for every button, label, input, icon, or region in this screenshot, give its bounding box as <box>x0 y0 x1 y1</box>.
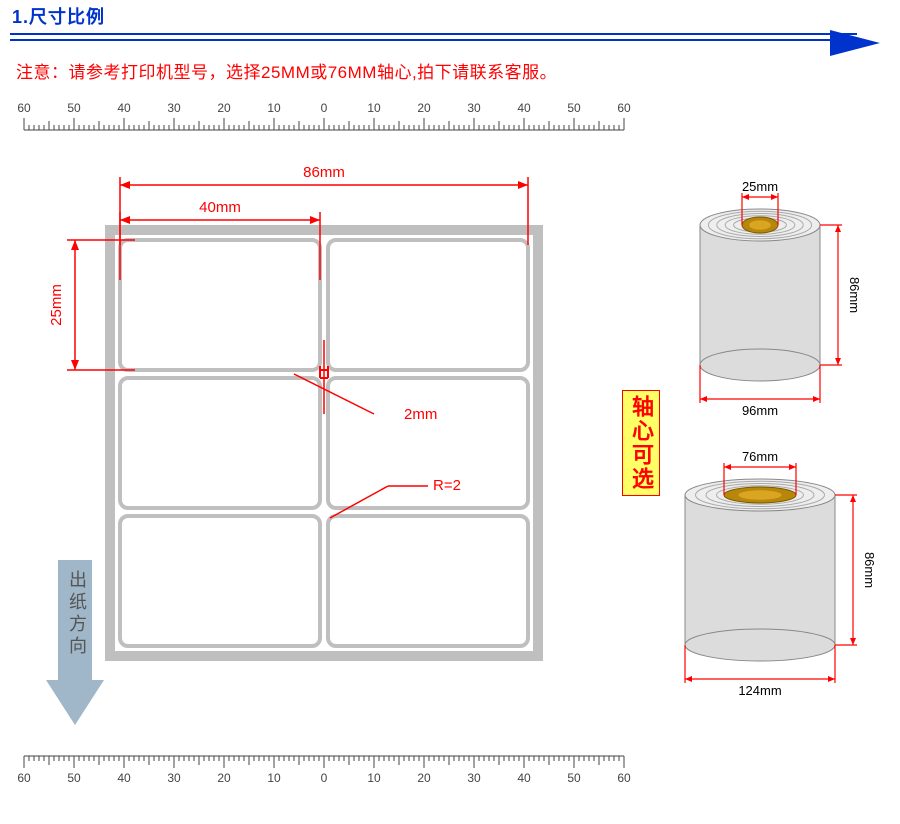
svg-text:10: 10 <box>267 771 281 785</box>
svg-text:50: 50 <box>67 771 81 785</box>
svg-text:76mm: 76mm <box>742 449 778 464</box>
svg-text:60: 60 <box>17 101 31 115</box>
svg-text:30: 30 <box>467 771 481 785</box>
svg-text:30: 30 <box>467 101 481 115</box>
svg-text:50: 50 <box>567 101 581 115</box>
svg-text:86mm: 86mm <box>847 277 862 313</box>
svg-text:124mm: 124mm <box>738 683 781 698</box>
svg-text:20: 20 <box>217 101 231 115</box>
svg-text:0: 0 <box>321 771 328 785</box>
svg-text:0: 0 <box>321 101 328 115</box>
section-title: 1.尺寸比例 <box>12 3 105 29</box>
svg-text:60: 60 <box>17 771 31 785</box>
svg-text:20: 20 <box>417 771 431 785</box>
rolls-panel: 轴心可选 25mm96mm86mm76mm124mm86mm <box>660 175 890 735</box>
svg-text:10: 10 <box>367 101 381 115</box>
svg-text:30: 30 <box>167 771 181 785</box>
ruler-top: 60 50 40 30 20 10 0 10 20 30 40 50 60 <box>10 100 666 141</box>
svg-text:10: 10 <box>267 101 281 115</box>
axis-selectable-badge: 轴心可选 <box>622 390 660 496</box>
page-root: 1.尺寸比例 注意：请参考打印机型号，选择25MM或76MM轴心,拍下请联系客服… <box>0 0 900 824</box>
paper-exit-label: 出纸方向 <box>64 570 90 658</box>
notice-text: 注意：请参考打印机型号，选择25MM或76MM轴心,拍下请联系客服。 <box>16 58 900 83</box>
svg-text:40: 40 <box>117 101 131 115</box>
svg-text:20: 20 <box>217 771 231 785</box>
svg-text:40mm: 40mm <box>199 199 241 216</box>
ruler-bottom: 60 50 40 30 20 10 0 10 20 30 40 50 60 <box>10 750 666 791</box>
svg-text:50: 50 <box>567 771 581 785</box>
svg-text:40: 40 <box>517 101 531 115</box>
svg-text:96mm: 96mm <box>742 403 778 418</box>
header-rule <box>0 30 900 40</box>
svg-text:86mm: 86mm <box>862 552 877 588</box>
svg-text:25mm: 25mm <box>742 179 778 194</box>
section-header: 1.尺寸比例 <box>0 0 900 32</box>
svg-text:40: 40 <box>517 771 531 785</box>
svg-text:50: 50 <box>67 101 81 115</box>
svg-text:40: 40 <box>117 771 131 785</box>
svg-text:20: 20 <box>417 101 431 115</box>
svg-text:60: 60 <box>617 101 631 115</box>
svg-text:86mm: 86mm <box>303 164 345 181</box>
paper-exit-arrow: 出纸方向 <box>44 560 104 735</box>
svg-text:60: 60 <box>617 771 631 785</box>
svg-text:30: 30 <box>167 101 181 115</box>
svg-text:25mm: 25mm <box>48 284 65 326</box>
svg-text:10: 10 <box>367 771 381 785</box>
svg-text:2mm: 2mm <box>404 406 437 423</box>
svg-text:R=2: R=2 <box>433 477 461 494</box>
